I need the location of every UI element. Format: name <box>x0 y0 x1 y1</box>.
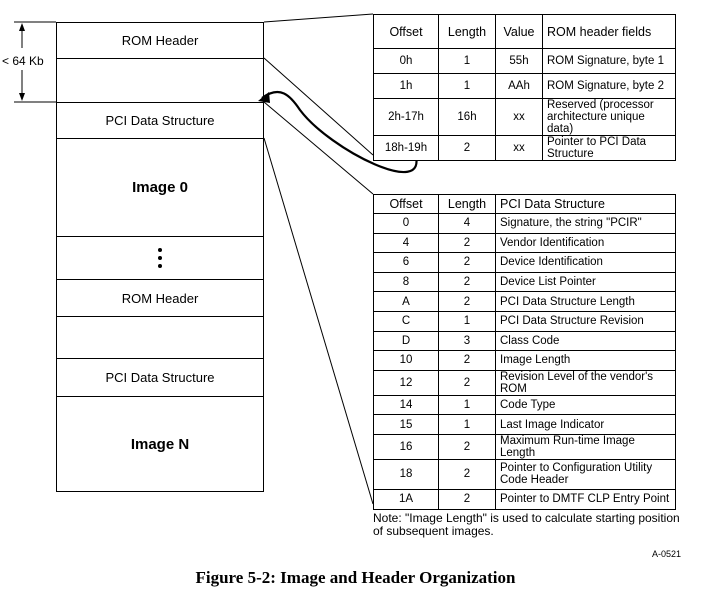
figure-id: A-0521 <box>652 549 682 559</box>
pci-data-structure-table: Offset Length PCI Data Structure 0 4 Signa… <box>373 194 676 510</box>
table-row: 0h 1 55h ROM Signature, byte 1 <box>373 48 676 74</box>
table-row: 6 2 Device Identification <box>373 252 676 273</box>
table-row: 2h-17h 16h xx Reserved (processor archit… <box>373 98 676 136</box>
col-offset: Offset <box>373 194 439 214</box>
figure-caption: Figure 5-2: Image and Header Organizatio… <box>195 568 516 587</box>
table-row: 18 2 Pointer to Configuration Utility Code… <box>373 458 676 490</box>
vertical-ellipsis-icon <box>158 248 162 268</box>
pci-data-structure-block-n: PCI Data Structure <box>57 359 263 397</box>
table-row: 14 1 Code Type <box>373 394 676 416</box>
empty-block-n <box>57 317 263 359</box>
table-row: 1h 1 AAh ROM Signature, byte 2 <box>373 73 676 99</box>
table-row: 1A 2 Pointer to DMTF CLP Entry Point <box>373 488 676 510</box>
col-fields: ROM header fields <box>542 14 676 49</box>
table-row: 16 2 Maximum Run-time Image Length <box>373 433 676 460</box>
empty-block <box>57 59 263 103</box>
col-value: Value <box>495 14 543 49</box>
col-length: Length <box>438 14 496 49</box>
table-row: 8 2 Device List Pointer <box>373 271 676 293</box>
table-row: 0 4 Signature, the string "PCIR" <box>373 213 676 234</box>
table-row: 10 2 Image Length <box>373 350 676 371</box>
table-row: 4 2 Vendor Identification <box>373 232 676 254</box>
size-label: < 64 Kb <box>2 54 44 68</box>
pointer-arrow <box>261 91 418 174</box>
table-row: C 1 PCI Data Structure Revision <box>373 310 676 332</box>
ellipsis-block <box>57 237 263 280</box>
rom-header-block-n: ROM Header <box>57 280 263 317</box>
image-n-block: Image N <box>130 435 190 453</box>
table-row: 12 2 Revision Level of the vendor's ROM <box>373 369 676 396</box>
col-length: Length <box>438 194 496 214</box>
rom-header-table: Offset Length Value ROM header fields 0h… <box>373 14 676 161</box>
image-0-block: Image 0 <box>57 139 263 237</box>
col-offset: Offset <box>373 14 439 49</box>
table-row: 18h-19h 2 xx Pointer to PCI Data Structu… <box>373 135 676 161</box>
image-stack: ROM Header PCI Data Structure Image 0 RO… <box>56 22 264 492</box>
table-row: D 3 Class Code <box>373 330 676 352</box>
pci-data-structure-block: PCI Data Structure <box>57 103 263 139</box>
table-row: A 2 PCI Data Structure Length <box>373 291 676 312</box>
col-pci-field: PCI Data Structure <box>495 194 676 214</box>
rom-header-block: ROM Header <box>57 23 263 59</box>
note-text: Note: "Image Length" is used to calculat… <box>373 511 680 538</box>
table-row: 15 1 Last Image Indicator <box>373 414 676 435</box>
